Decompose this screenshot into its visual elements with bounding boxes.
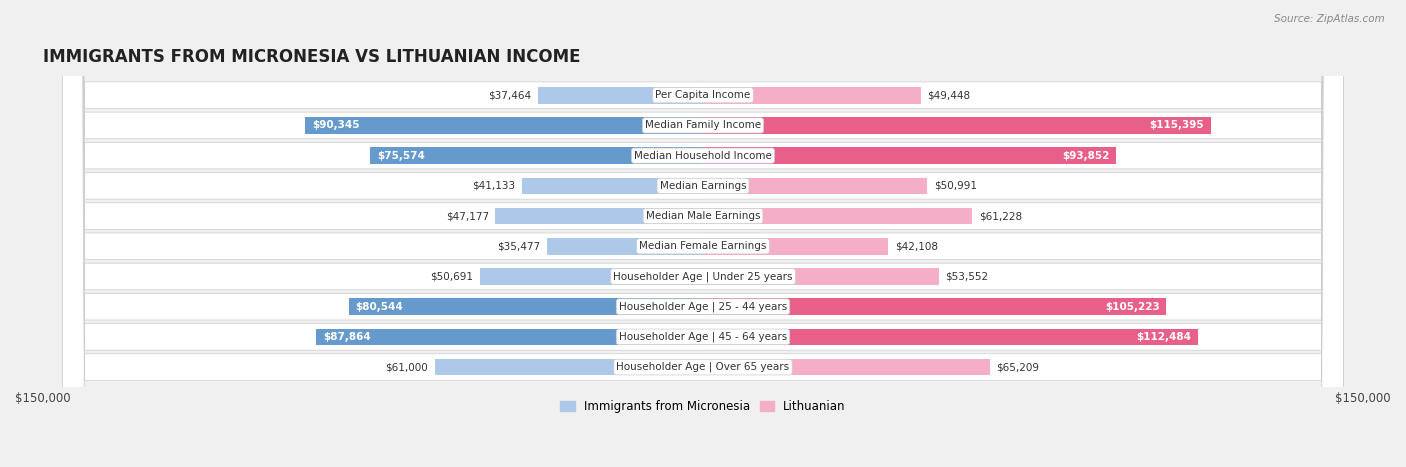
Text: $47,177: $47,177 (446, 211, 489, 221)
Bar (703, 359, 990, 375)
Text: Source: ZipAtlas.com: Source: ZipAtlas.com (1274, 14, 1385, 24)
FancyBboxPatch shape (63, 0, 1343, 467)
Text: Householder Age | 25 - 44 years: Householder Age | 25 - 44 years (619, 301, 787, 312)
Text: $80,544: $80,544 (356, 302, 404, 311)
Text: Householder Age | 45 - 64 years: Householder Age | 45 - 64 years (619, 332, 787, 342)
Bar (547, 238, 703, 255)
Text: Median Family Income: Median Family Income (645, 120, 761, 130)
Text: $50,991: $50,991 (934, 181, 977, 191)
Bar (349, 298, 703, 315)
Bar (522, 177, 703, 194)
Bar (703, 208, 973, 224)
Text: $49,448: $49,448 (927, 90, 970, 100)
Text: $65,209: $65,209 (997, 362, 1039, 372)
FancyBboxPatch shape (63, 0, 1343, 467)
Text: $53,552: $53,552 (945, 271, 988, 282)
Bar (703, 177, 928, 194)
FancyBboxPatch shape (63, 0, 1343, 467)
Bar (434, 359, 703, 375)
Text: Median Earnings: Median Earnings (659, 181, 747, 191)
Text: $93,852: $93,852 (1062, 151, 1109, 161)
FancyBboxPatch shape (63, 0, 1343, 467)
FancyBboxPatch shape (63, 0, 1343, 467)
Text: $112,484: $112,484 (1136, 332, 1191, 342)
Bar (703, 87, 921, 104)
Bar (703, 329, 1198, 345)
Bar (305, 117, 703, 134)
Text: IMMIGRANTS FROM MICRONESIA VS LITHUANIAN INCOME: IMMIGRANTS FROM MICRONESIA VS LITHUANIAN… (42, 48, 581, 66)
Bar (703, 268, 939, 285)
Text: $41,133: $41,133 (472, 181, 516, 191)
Text: $42,108: $42,108 (896, 241, 938, 251)
FancyBboxPatch shape (63, 0, 1343, 467)
Text: Median Male Earnings: Median Male Earnings (645, 211, 761, 221)
FancyBboxPatch shape (63, 0, 1343, 467)
Bar (703, 238, 889, 255)
Bar (495, 208, 703, 224)
Text: Householder Age | Under 25 years: Householder Age | Under 25 years (613, 271, 793, 282)
Text: $90,345: $90,345 (312, 120, 360, 130)
FancyBboxPatch shape (63, 0, 1343, 467)
Bar (479, 268, 703, 285)
Text: $35,477: $35,477 (498, 241, 540, 251)
FancyBboxPatch shape (63, 0, 1343, 467)
Text: $61,000: $61,000 (385, 362, 427, 372)
Bar (538, 87, 703, 104)
Bar (703, 147, 1116, 164)
Text: $75,574: $75,574 (377, 151, 425, 161)
Bar (370, 147, 703, 164)
Text: $105,223: $105,223 (1105, 302, 1160, 311)
Text: $37,464: $37,464 (488, 90, 531, 100)
Text: Median Female Earnings: Median Female Earnings (640, 241, 766, 251)
Bar (316, 329, 703, 345)
Legend: Immigrants from Micronesia, Lithuanian: Immigrants from Micronesia, Lithuanian (555, 396, 851, 418)
Text: $87,864: $87,864 (323, 332, 371, 342)
Text: $61,228: $61,228 (979, 211, 1022, 221)
FancyBboxPatch shape (63, 0, 1343, 467)
Bar (703, 298, 1166, 315)
Text: Median Household Income: Median Household Income (634, 151, 772, 161)
Text: $115,395: $115,395 (1150, 120, 1205, 130)
Text: Householder Age | Over 65 years: Householder Age | Over 65 years (616, 362, 790, 372)
Text: Per Capita Income: Per Capita Income (655, 90, 751, 100)
Bar (703, 117, 1211, 134)
Text: $50,691: $50,691 (430, 271, 474, 282)
